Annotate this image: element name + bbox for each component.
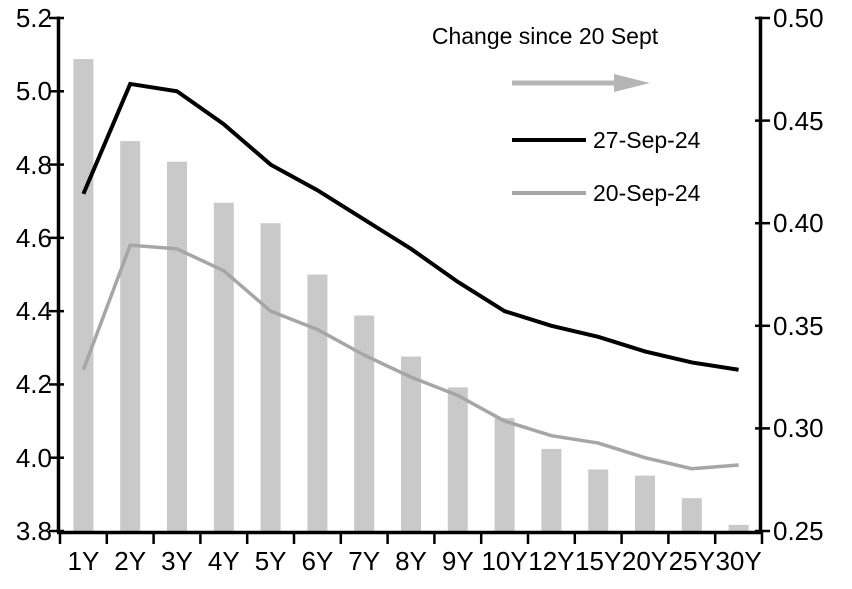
legend-entry-20-sep: 20-Sep-24 xyxy=(512,179,700,207)
right-axis-label-0.30: 0.30 xyxy=(773,413,824,444)
change-arrow-head xyxy=(614,74,650,92)
left-axis-label-4.0: 4.0 xyxy=(15,442,52,473)
bar-5Y xyxy=(260,223,281,531)
legend-entry-27-sep: 27-Sep-24 xyxy=(512,126,700,154)
left-axis-label-4.2: 4.2 xyxy=(15,369,52,400)
right-axis-label-0.35: 0.35 xyxy=(773,310,824,341)
x-axis-label-6Y: 6Y xyxy=(301,546,334,576)
x-axis-label-1Y: 1Y xyxy=(67,546,100,576)
x-axis-label-15Y: 15Y xyxy=(575,546,622,576)
bar-3Y xyxy=(167,161,187,531)
x-axis-label-5Y: 5Y xyxy=(254,546,287,576)
right-axis-label-0.25: 0.25 xyxy=(773,516,824,546)
x-axis-label-12Y: 12Y xyxy=(528,546,575,576)
line-27-Sep-24 xyxy=(81,81,739,372)
x-axis-label-2Y: 2Y xyxy=(114,546,147,576)
legend-label: 20-Sep-24 xyxy=(593,180,701,206)
x-axis-label-9Y: 9Y xyxy=(441,546,474,576)
bar-9Y xyxy=(447,387,468,531)
legend-line-sample-gray xyxy=(512,191,586,195)
bar-4Y xyxy=(213,202,234,531)
bar-10Y xyxy=(494,418,515,531)
x-axis-label-20Y: 20Y xyxy=(621,546,669,576)
bar-7Y xyxy=(354,315,375,531)
x-axis-label-3Y: 3Y xyxy=(161,546,193,576)
left-axis-label-3.8: 3.8 xyxy=(15,516,52,546)
line-20-Sep-24 xyxy=(81,243,739,471)
x-axis-label-25Y: 25Y xyxy=(668,546,715,576)
right-axis-label-0.45: 0.45 xyxy=(773,105,824,136)
left-axis-label-5.0: 5.0 xyxy=(15,76,52,107)
bar-8Y xyxy=(401,356,421,531)
x-axis-label-4Y: 4Y xyxy=(207,546,240,576)
left-axis-label-4.6: 4.6 xyxy=(15,222,52,253)
x-axis-label-7Y: 7Y xyxy=(348,546,381,576)
bar-15Y xyxy=(588,469,609,531)
legend-title: Change since 20 Sept xyxy=(431,23,659,49)
left-axis-label-4.4: 4.4 xyxy=(15,296,52,327)
bar-25Y xyxy=(681,498,702,531)
bar-6Y xyxy=(307,274,328,531)
x-axis-label-30Y: 30Y xyxy=(715,546,762,576)
left-axis-label-4.8: 4.8 xyxy=(15,149,52,180)
right-axis-label-0.50: 0.50 xyxy=(773,3,824,33)
right-axis-label-0.40: 0.40 xyxy=(773,208,824,239)
x-axis-label-10Y: 10Y xyxy=(481,546,528,576)
x-axis-label-8Y: 8Y xyxy=(395,546,427,576)
legend-line-sample-black xyxy=(512,138,586,142)
left-axis-label-5.2: 5.2 xyxy=(15,3,52,33)
bar-1Y xyxy=(73,59,94,531)
bar-2Y xyxy=(120,141,141,531)
bar-20Y xyxy=(635,475,655,531)
bar-12Y xyxy=(541,448,562,531)
bar-30Y xyxy=(728,524,749,531)
legend-label: 27-Sep-24 xyxy=(593,127,701,153)
